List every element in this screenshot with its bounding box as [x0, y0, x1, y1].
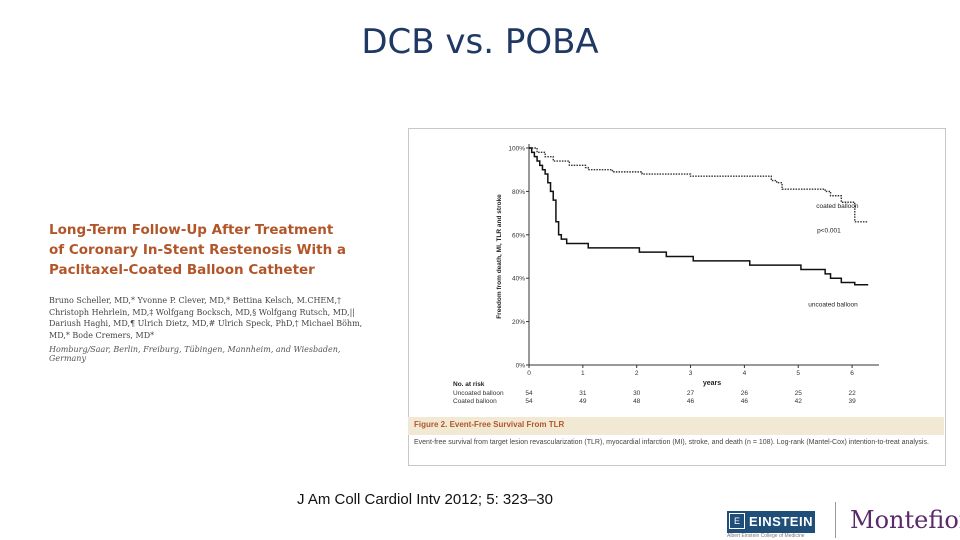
pvalue-annotation: p<0.001 [817, 228, 841, 235]
risk-table-row-label: Uncoated balloon [453, 390, 504, 397]
risk-table-cell: 27 [687, 390, 695, 397]
y-tick-label: 60% [512, 232, 525, 239]
risk-table-cell: 49 [579, 398, 587, 405]
y-tick-label: 40% [512, 276, 525, 283]
risk-table-row-label: Coated balloon [453, 398, 497, 405]
paper-affiliations: Homburg/Saar, Berlin, Freiburg, Tübingen… [49, 345, 341, 363]
y-axis-label: Freedom from death, MI, TLR and stroke [496, 194, 503, 319]
x-tick-label: 2 [635, 370, 639, 377]
caption-title: Figure 2. Event-Free Survival From TLR [414, 420, 565, 429]
x-tick-label: 0 [527, 370, 531, 377]
series-line-coated-balloon [529, 147, 869, 223]
einstein-logo-text: EINSTEIN [749, 514, 813, 529]
y-tick-label: 0% [516, 363, 526, 370]
y-tick-label: 80% [512, 189, 525, 196]
x-tick-label: 3 [689, 370, 693, 377]
slide-title: DCB vs. POBA [361, 22, 599, 62]
risk-table-cell: 42 [795, 398, 803, 405]
x-tick-label: 5 [796, 370, 800, 377]
risk-table-cell: 22 [848, 390, 856, 397]
risk-table-cell: 26 [741, 390, 749, 397]
paper-title: Long-Term Follow-Up After Treatment of C… [49, 222, 347, 278]
y-tick-label: 100% [508, 146, 525, 153]
montefiore-logo: Montefiore [850, 506, 960, 534]
risk-table-cell: 30 [633, 390, 641, 397]
risk-table-cell: 48 [633, 398, 641, 405]
caption-text: Event-free survival from target lesion r… [414, 439, 929, 446]
x-tick-label: 1 [581, 370, 585, 377]
risk-table-cell: 25 [795, 390, 803, 397]
einstein-logo-subtitle: Albert Einstein College of Medicine [727, 533, 805, 539]
x-tick-label: 4 [743, 370, 747, 377]
risk-table-cell: 54 [525, 398, 533, 405]
x-axis-label: years [703, 380, 721, 387]
logo-divider [835, 502, 836, 538]
einstein-logo: E EINSTEIN [727, 511, 815, 533]
x-tick-label: 6 [850, 370, 854, 377]
series-line-uncoated-balloon [529, 147, 869, 286]
series-label: uncoated balloon [808, 302, 858, 309]
y-tick-label: 20% [512, 319, 525, 326]
risk-table-heading: No. at risk [453, 381, 485, 388]
risk-table-cell: 46 [687, 398, 695, 405]
km-chart: 0% 20% 40% 60% 80% 100% 0 1 2 3 4 5 6 years Freedom fr… [453, 144, 879, 405]
risk-table-cell: 54 [525, 390, 533, 397]
einstein-logo-mark: E [729, 513, 745, 529]
risk-table-cell: 39 [848, 398, 856, 405]
series-label: coated balloon [816, 203, 859, 210]
paper-authors: Bruno Scheller, MD,* Yvonne P. Clever, M… [49, 296, 363, 340]
figure-panel: 0% 20% 40% 60% 80% 100% 0 1 2 3 4 5 6 years Freedom fr… [408, 128, 946, 466]
risk-table-cell: 46 [741, 398, 749, 405]
risk-table-cell: 31 [579, 390, 587, 397]
citation: J Am Coll Cardiol Intv 2012; 5: 323–30 [297, 491, 553, 508]
caption-header: Figure 2. Event-Free Survival From TLR [408, 417, 944, 435]
